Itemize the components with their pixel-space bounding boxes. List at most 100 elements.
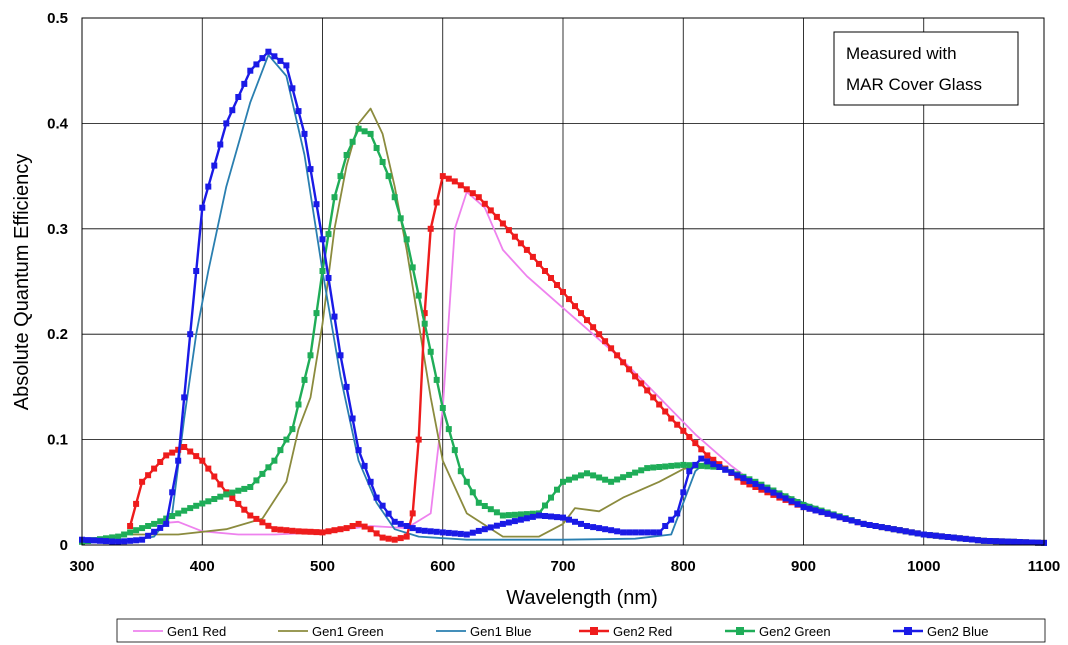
data-point <box>139 525 146 532</box>
data-point <box>548 513 554 520</box>
data-point <box>770 489 777 496</box>
data-point <box>596 525 603 532</box>
data-point <box>151 520 158 527</box>
data-point <box>704 463 711 470</box>
data-point <box>662 463 669 470</box>
data-point <box>451 530 458 537</box>
data-point <box>698 462 705 469</box>
data-point <box>211 473 218 480</box>
data-point <box>199 500 206 507</box>
data-point <box>469 489 476 496</box>
data-point <box>397 535 404 542</box>
data-point <box>644 465 651 472</box>
data-point <box>638 380 645 387</box>
data-point <box>337 526 344 533</box>
data-point <box>650 394 657 401</box>
data-point <box>199 457 206 464</box>
y-tick-label: 0.3 <box>47 221 68 238</box>
data-point <box>956 535 963 542</box>
data-point <box>656 401 663 408</box>
data-point <box>674 510 681 517</box>
data-point <box>223 120 230 127</box>
data-point <box>872 523 879 529</box>
data-point <box>523 246 530 253</box>
data-point <box>355 520 362 527</box>
data-point <box>427 528 434 535</box>
data-point <box>992 538 999 545</box>
series-layer <box>79 48 1047 546</box>
data-point <box>331 194 338 201</box>
series-line <box>130 107 1045 544</box>
data-point <box>181 394 188 401</box>
data-point <box>740 478 747 485</box>
data-point <box>998 538 1005 545</box>
data-point <box>349 138 356 145</box>
data-point <box>590 472 597 479</box>
data-point <box>235 500 242 507</box>
data-point <box>289 527 296 534</box>
data-point <box>457 530 464 537</box>
data-point <box>668 516 675 523</box>
data-point <box>253 477 260 484</box>
data-point <box>157 459 164 465</box>
data-point <box>572 518 578 525</box>
legend-item: Gen2 Green <box>725 624 831 639</box>
data-point <box>776 492 783 499</box>
data-point <box>409 525 416 532</box>
data-point <box>361 462 368 469</box>
data-point <box>163 452 170 459</box>
data-point <box>626 366 633 373</box>
legend-item: Gen1 Blue <box>436 624 531 639</box>
x-tick-label: 700 <box>550 558 575 575</box>
x-tick-label: 800 <box>671 558 696 575</box>
legend-label: Gen1 Green <box>312 624 384 639</box>
legend-item: Gen1 Red <box>133 624 226 639</box>
data-point <box>379 159 386 165</box>
data-point <box>517 516 524 523</box>
data-point <box>620 359 627 366</box>
data-point <box>656 464 663 470</box>
data-point <box>211 162 218 169</box>
data-point <box>265 522 272 529</box>
data-point <box>397 520 404 527</box>
data-point <box>169 489 176 496</box>
tick-labels: 300 400 500 600 700 800 900 1000 1100 0 0.1 0.2 0.3 0… <box>47 10 1060 575</box>
data-point <box>259 55 266 62</box>
data-point <box>878 524 885 531</box>
y-tick-label: 0.1 <box>47 432 68 449</box>
data-point <box>475 194 482 201</box>
legend-marker <box>736 627 744 635</box>
data-point <box>289 85 296 92</box>
data-point <box>385 535 392 542</box>
data-point <box>403 533 410 540</box>
data-point <box>517 240 524 247</box>
data-point <box>265 464 272 471</box>
data-point <box>439 529 446 536</box>
data-point <box>175 457 182 464</box>
data-point <box>175 510 182 517</box>
data-point <box>235 94 242 100</box>
data-point <box>223 491 230 498</box>
data-point <box>397 215 404 222</box>
data-point <box>632 373 639 380</box>
data-point <box>319 268 326 274</box>
data-point <box>193 453 200 460</box>
data-point <box>307 166 314 173</box>
data-point <box>800 504 807 511</box>
data-point <box>301 376 308 383</box>
data-point <box>704 458 711 465</box>
data-point <box>337 173 344 180</box>
data-point <box>253 515 260 522</box>
data-point <box>932 532 939 539</box>
data-point <box>421 320 428 327</box>
x-tick-label: 300 <box>69 558 94 575</box>
legend-label: Gen2 Green <box>759 624 831 639</box>
data-point <box>97 537 103 544</box>
data-point <box>367 478 374 485</box>
data-point <box>542 502 548 509</box>
data-point <box>511 518 518 525</box>
data-point <box>247 67 254 74</box>
legend-marker <box>904 627 912 635</box>
data-point <box>487 207 494 214</box>
